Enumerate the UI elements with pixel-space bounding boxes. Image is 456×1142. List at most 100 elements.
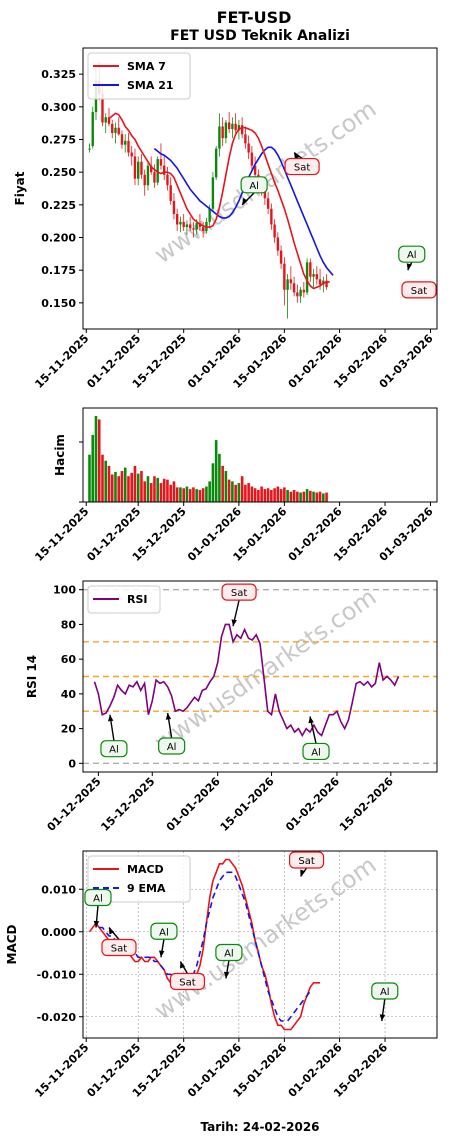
- date-label: Tarih: 24-02-2026: [200, 1120, 319, 1134]
- signal-box: [401, 281, 437, 299]
- signal-arrow-head: [300, 869, 306, 877]
- volume-bar: [208, 481, 211, 502]
- candle-body: [188, 224, 192, 229]
- volume-bar: [231, 481, 234, 502]
- volume-bar: [159, 483, 163, 502]
- candle-body: [114, 127, 117, 133]
- rsi-panel: www.usdmarkets.com 0 20 40 60 80 100 01-12-2025…: [25, 580, 438, 834]
- legend-entry: SMA 21: [127, 79, 174, 92]
- panels: www.usdmarkets.com 0.150 0.175 0.200 0.225 0.…: [5, 47, 438, 1100]
- candle-body: [185, 224, 189, 228]
- volume-bar: [260, 486, 263, 502]
- signal-arrow-head: [294, 152, 300, 160]
- volume-bar: [276, 486, 280, 502]
- volume-bar: [315, 492, 319, 502]
- y-tick-label: 0.150: [41, 297, 76, 310]
- candle-body: [299, 289, 302, 297]
- signal-label: Sat: [231, 588, 247, 599]
- volume-bar: [296, 491, 299, 502]
- signal-arrow-head: [223, 971, 230, 979]
- volume-bar: [140, 471, 143, 502]
- candle-body: [224, 122, 228, 139]
- rsi-frame: [82, 580, 438, 773]
- volume-bar: [117, 476, 121, 502]
- y-tick-label: 0.010: [41, 883, 76, 896]
- signal-box: [158, 737, 186, 755]
- legend: RSI: [87, 585, 161, 614]
- buy-signal: Al: [371, 982, 399, 1022]
- volume-bar: [188, 489, 192, 502]
- volume-bar: [244, 484, 247, 502]
- volume-bar: [205, 486, 208, 502]
- signal-arrow-head: [179, 961, 186, 969]
- volume-bar: [97, 419, 101, 502]
- candle-body: [104, 117, 107, 123]
- volume-bar: [263, 489, 267, 502]
- volume-frame: [82, 407, 438, 503]
- volume-bars: [88, 416, 328, 502]
- candle-body: [302, 289, 306, 293]
- candle-body: [88, 148, 91, 150]
- y-tick-label: 0.225: [41, 199, 76, 212]
- volume-bar: [195, 489, 198, 502]
- y-tick-label: 20: [61, 723, 77, 736]
- volume-bar: [114, 471, 117, 502]
- candle-body: [234, 123, 237, 131]
- volume-bar: [273, 488, 276, 502]
- legend-box: [87, 585, 161, 614]
- volume-bar: [305, 489, 309, 502]
- signal-box: [240, 176, 268, 194]
- candle-body: [107, 117, 111, 124]
- volume-bar: [318, 491, 322, 502]
- buy-signal: Al: [215, 943, 243, 979]
- candle-body: [156, 159, 159, 183]
- candle-body: [309, 262, 312, 277]
- signal-box: [215, 943, 243, 962]
- signal-arrow: [293, 151, 303, 160]
- signal-label: Al: [311, 747, 321, 758]
- x-tick-label: 15-11-2025: [32, 1041, 91, 1100]
- signal-label: Al: [224, 949, 234, 960]
- y-tick-label: 0.300: [41, 101, 76, 114]
- legend: MACD 9 EMA: [87, 855, 191, 903]
- candle-body: [315, 274, 319, 280]
- signal-box: [398, 245, 426, 263]
- volume-bar: [266, 488, 270, 502]
- volume-bar: [237, 483, 241, 502]
- y-axis-label: Hacim: [53, 434, 67, 476]
- volume-bar: [130, 472, 134, 502]
- signal-arrow-head: [107, 714, 114, 722]
- volume-bar: [91, 434, 95, 502]
- volume-bar: [133, 465, 137, 502]
- buy-signal: Al: [100, 714, 128, 758]
- signal-arrow-head: [242, 197, 248, 205]
- candle-body: [289, 279, 293, 284]
- buy-signal: Al: [398, 245, 426, 271]
- candle-body: [325, 280, 328, 288]
- candle-body: [91, 112, 94, 147]
- volume-bar: [218, 453, 221, 502]
- candle-body: [117, 127, 120, 135]
- candle-body: [182, 221, 185, 228]
- candle-body: [120, 134, 124, 145]
- candle-body: [227, 122, 231, 130]
- x-tick-label: 15-11-2025: [32, 332, 91, 391]
- candle-body: [273, 224, 276, 238]
- volume-bar: [302, 491, 306, 502]
- volume-bar: [292, 489, 296, 502]
- rsi-line: [93, 623, 400, 738]
- y-tick-label: -0.010: [37, 968, 77, 981]
- y-tick-label: 0.000: [41, 926, 76, 939]
- candle-body: [146, 165, 150, 186]
- sell-signal: Sat: [169, 961, 206, 991]
- candle-body: [179, 221, 182, 225]
- signal-arrow-head: [379, 1014, 386, 1021]
- candle-body: [127, 140, 130, 153]
- y-tick-label: 40: [61, 688, 77, 701]
- x-tick-label: 01-02-2026: [283, 775, 342, 834]
- signal-box: [150, 922, 178, 940]
- candle-body: [192, 228, 195, 230]
- candle-body: [250, 152, 254, 166]
- legend-entry: 9 EMA: [127, 882, 166, 895]
